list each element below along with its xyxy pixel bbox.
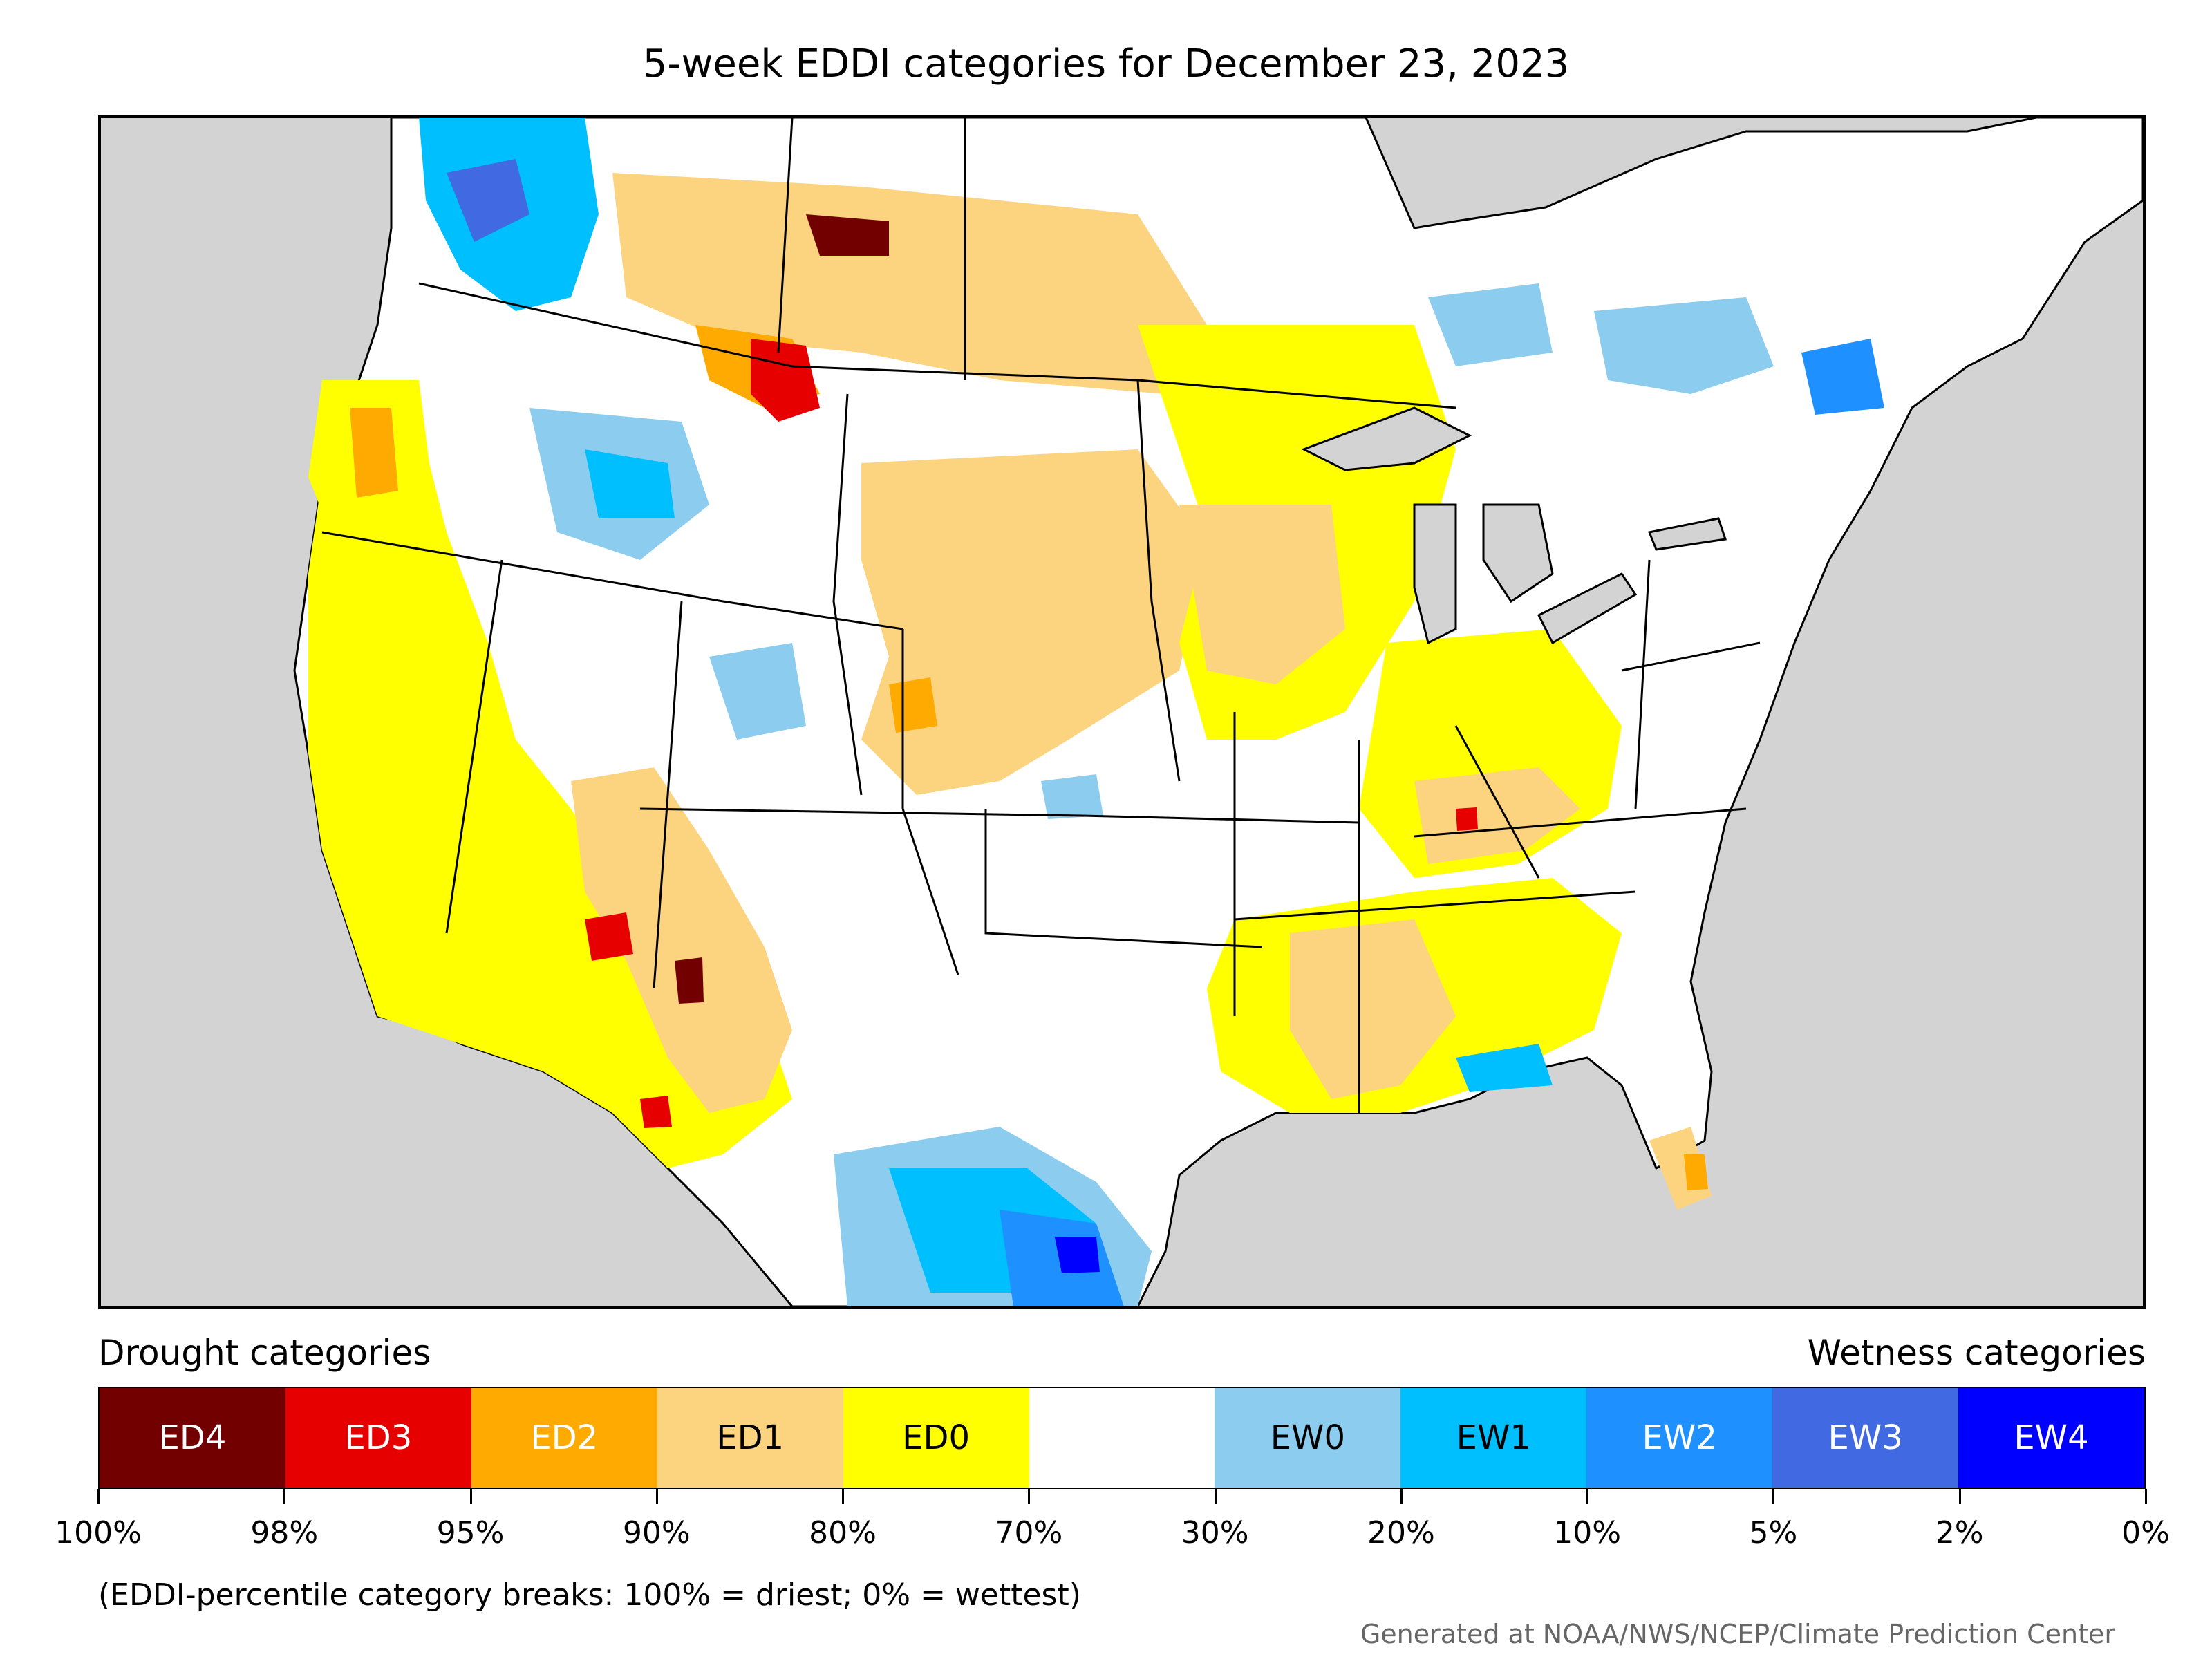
state-boundaries: [321, 118, 1761, 1113]
colorbar-segment: [1029, 1388, 1215, 1488]
colorbar-tick: [1028, 1489, 1031, 1504]
ed4-arizona: [675, 957, 704, 1004]
ew2-maine: [1801, 339, 1884, 415]
ew4-texas: [1055, 1237, 1100, 1273]
colorbar-tick-label: 95%: [436, 1515, 505, 1550]
drought-categories-heading: Drought categories: [98, 1333, 431, 1373]
colorbar-tick: [1772, 1489, 1775, 1504]
great-lakes: [1301, 406, 1727, 645]
ed1-southwest: [571, 767, 792, 1113]
colorbar-tick: [1958, 1489, 1961, 1504]
colorbar-tick: [283, 1489, 286, 1504]
colorbar-tick-label: 20%: [1367, 1515, 1435, 1550]
ed2-colorado: [889, 677, 937, 733]
colorbar-tick: [1214, 1489, 1217, 1504]
lake-huron: [1482, 503, 1554, 603]
ed2-oregon: [350, 408, 398, 498]
colorbar-tick-label: 100%: [55, 1515, 142, 1550]
ew1-idaho: [585, 449, 675, 518]
colorbar-tick: [469, 1489, 472, 1504]
colorbar-tick: [1586, 1489, 1589, 1504]
colorbar-segment: ED4: [100, 1388, 285, 1488]
ew0-kansas: [1041, 774, 1103, 819]
credit-line: Generated at NOAA/NWS/NCEP/Climate Predi…: [1360, 1619, 2115, 1649]
colorbar-segment: ED3: [285, 1388, 471, 1488]
lake-superior: [1301, 406, 1472, 471]
category-colorbar: ED4 ED3 ED2 ED1 ED0 EW0 EW1 EW2 EW3 EW4: [98, 1387, 2146, 1489]
ed4-montana-north: [806, 214, 889, 256]
ed1-iowa: [1179, 505, 1345, 684]
ew0-great-lakes: [1428, 283, 1553, 366]
ed1-mississippi: [1290, 919, 1456, 1099]
ew3-washington: [447, 159, 529, 242]
colorbar-segment: EW0: [1215, 1388, 1401, 1488]
colorbar-tick: [842, 1489, 845, 1504]
ed3-montana-central: [751, 339, 820, 422]
ed3-kentucky: [1456, 807, 1478, 831]
ed3-arizona: [585, 912, 633, 961]
colorbar-tick: [97, 1489, 100, 1504]
colorbar-segment: ED1: [657, 1388, 843, 1488]
ed2-florida: [1684, 1154, 1708, 1190]
lake-michigan: [1413, 503, 1457, 645]
colorbar-tick: [2145, 1489, 2147, 1504]
ew1-gulf-coast: [1456, 1044, 1553, 1092]
lake-erie: [1537, 572, 1638, 645]
ew0-quebec: [1594, 297, 1774, 394]
colorbar-tick-label: 80%: [809, 1515, 877, 1550]
colorbar-segment: EW3: [1772, 1388, 1959, 1488]
ed1-kentucky: [1414, 767, 1580, 864]
colorbar-segment: EW2: [1586, 1388, 1773, 1488]
wetness-categories-heading: Wetness categories: [1807, 1333, 2146, 1373]
colorbar-segment: ED2: [471, 1388, 657, 1488]
category-breaks-note: (EDDI-percentile category breaks: 100% =…: [98, 1577, 1081, 1613]
colorbar-tick: [655, 1489, 658, 1504]
colorbar-tick-label: 5%: [1749, 1515, 1798, 1550]
eddi-map-canvas: [293, 118, 2143, 1306]
colorbar-tick-label: 90%: [622, 1515, 691, 1550]
wetness-areas: [419, 118, 1884, 1306]
map-title: 5-week EDDI categories for December 23, …: [642, 41, 1570, 86]
colorbar-tick-label: 10%: [1553, 1515, 1622, 1550]
colorbar-tick-label: 70%: [995, 1515, 1063, 1550]
colorbar-tick-label: 2%: [1935, 1515, 1984, 1550]
colorbar-ticks: [97, 1489, 2147, 1506]
ed3-newmexico-south: [640, 1096, 672, 1128]
colorbar-segment: EW1: [1400, 1388, 1587, 1488]
colorbar-tick-label: 98%: [250, 1515, 319, 1550]
colorbar-tick-label: 0%: [2121, 1515, 2170, 1550]
colorbar-segment: ED0: [843, 1388, 1029, 1488]
colorbar-tick-label: 30%: [1181, 1515, 1249, 1550]
ew0-utah: [709, 643, 806, 740]
lake-ontario: [1647, 517, 1727, 551]
ed1-plains: [861, 449, 1207, 795]
colorbar-tick: [1400, 1489, 1403, 1504]
colorbar-segment: EW4: [1958, 1388, 2144, 1488]
eddi-map: [98, 115, 2146, 1309]
